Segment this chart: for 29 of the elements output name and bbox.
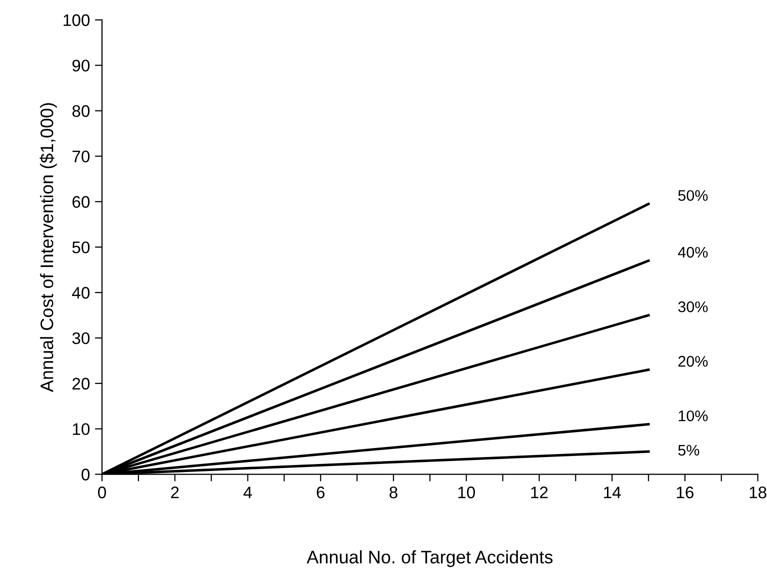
series-label: 30%	[678, 301, 708, 312]
y-tick-label: 20	[72, 378, 90, 390]
y-tick-label: 30	[72, 332, 90, 344]
x-tick-label: 14	[604, 486, 621, 498]
x-tick-label: 18	[750, 486, 766, 498]
y-axis-title: Annual Cost of Intervention ($1,000)	[40, 103, 57, 392]
series-label: 50%	[678, 190, 708, 201]
y-tick-label: 10	[72, 423, 90, 436]
x-tick-label: 4	[243, 486, 252, 498]
y-tick-label: 0	[82, 468, 90, 480]
y-tick-label: 100	[64, 14, 90, 26]
series-label: 10%	[678, 410, 708, 422]
y-tick-label: 50	[72, 241, 90, 254]
x-tick-label: 10	[458, 486, 475, 498]
series-label: 5%	[678, 444, 700, 456]
x-tick-label: 16	[676, 486, 694, 498]
x-tick-label: 6	[316, 486, 325, 498]
x-tick-label: 12	[531, 486, 548, 498]
y-tick-label: 60	[72, 196, 90, 208]
x-tick-label: 2	[171, 486, 179, 498]
x-tick-label: 8	[390, 486, 398, 498]
series-label: 40%	[678, 246, 708, 258]
y-tick-label: 40	[72, 286, 90, 299]
series-label: 20%	[678, 356, 708, 367]
x-tick-label: 0	[98, 486, 106, 498]
x-axis-title: Annual No. of Target Accidents	[306, 550, 553, 568]
y-tick-label: 70	[72, 150, 90, 162]
y-tick-label: 80	[72, 105, 90, 117]
y-tick-label: 90	[72, 60, 90, 72]
